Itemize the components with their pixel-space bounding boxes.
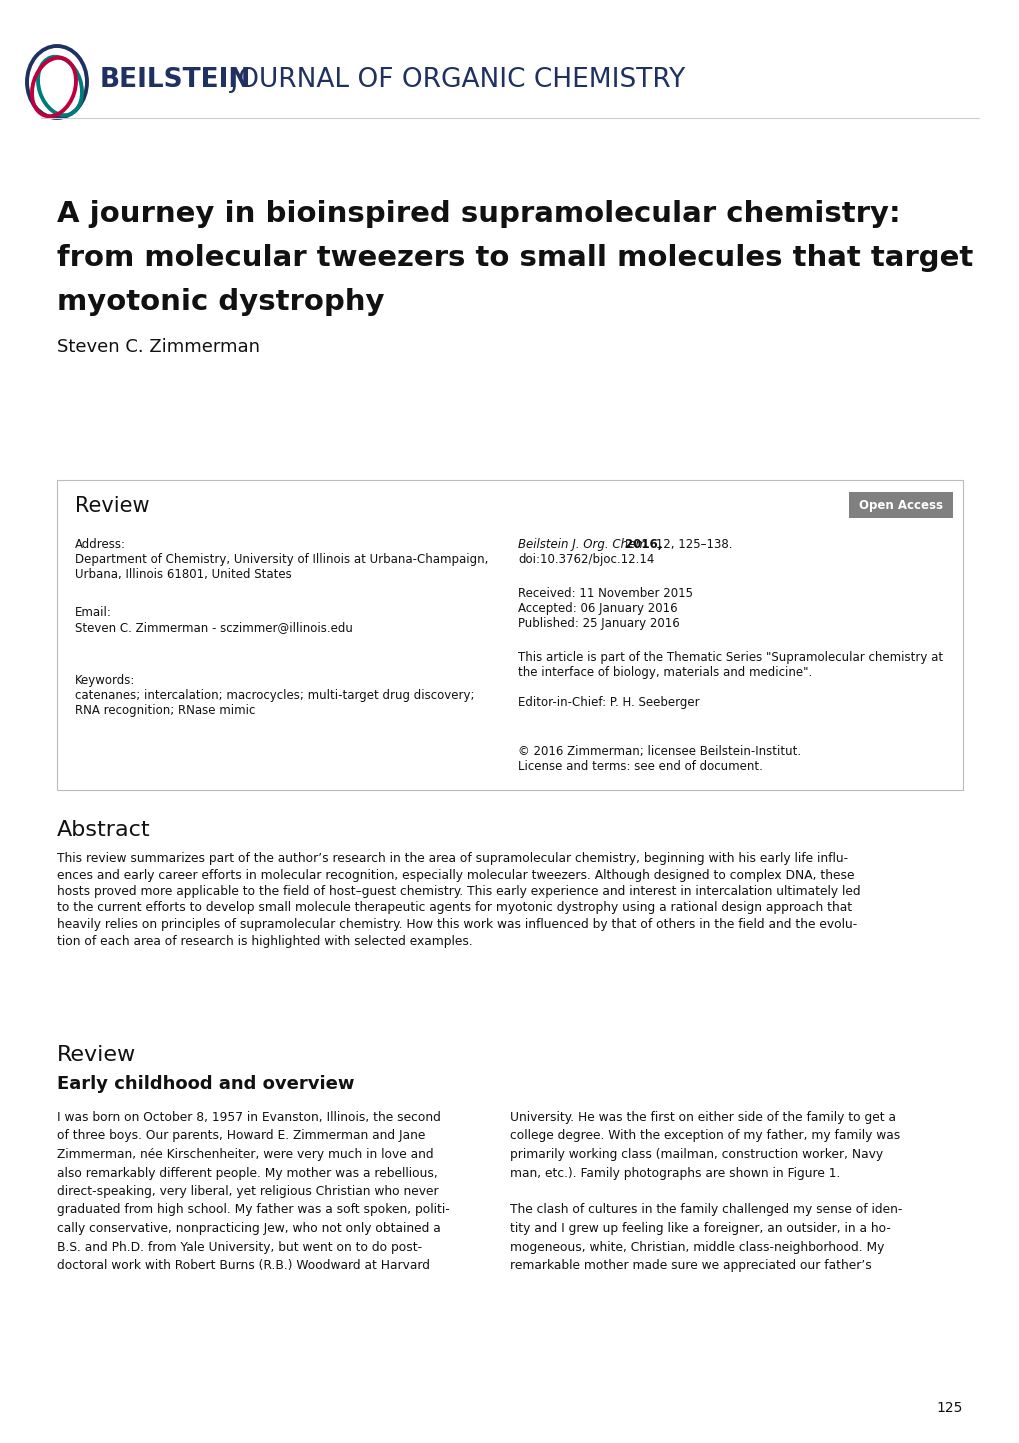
Text: RNA recognition; RNase mimic: RNA recognition; RNase mimic [75, 704, 255, 717]
Text: mogeneous, white, Christian, middle class-neighborhood. My: mogeneous, white, Christian, middle clas… [510, 1241, 883, 1254]
Text: 12, 125–138.: 12, 125–138. [651, 538, 732, 551]
Text: Editor-in-Chief: P. H. Seeberger: Editor-in-Chief: P. H. Seeberger [518, 696, 699, 709]
Text: Steven C. Zimmerman: Steven C. Zimmerman [57, 338, 260, 356]
Text: 125: 125 [935, 1401, 962, 1416]
Text: Review: Review [75, 496, 150, 517]
Text: © 2016 Zimmerman; licensee Beilstein-Institut.: © 2016 Zimmerman; licensee Beilstein-Ins… [518, 745, 800, 758]
Text: of three boys. Our parents, Howard E. Zimmerman and Jane: of three boys. Our parents, Howard E. Zi… [57, 1130, 425, 1143]
Text: Review: Review [57, 1045, 137, 1065]
FancyBboxPatch shape [848, 492, 952, 518]
Text: Beilstein J. Org. Chem.: Beilstein J. Org. Chem. [518, 538, 650, 551]
Text: the interface of biology, materials and medicine".: the interface of biology, materials and … [518, 667, 811, 680]
Text: Keywords:: Keywords: [75, 674, 136, 687]
Text: heavily relies on principles of supramolecular chemistry. How this work was infl: heavily relies on principles of supramol… [57, 918, 856, 931]
Text: tion of each area of research is highlighted with selected examples.: tion of each area of research is highlig… [57, 935, 472, 948]
Text: Published: 25 January 2016: Published: 25 January 2016 [518, 618, 679, 631]
Text: Email:: Email: [75, 606, 112, 619]
Text: A journey in bioinspired supramolecular chemistry:: A journey in bioinspired supramolecular … [57, 201, 900, 228]
Text: University. He was the first on either side of the family to get a: University. He was the first on either s… [510, 1111, 895, 1124]
Text: BEILSTEIN: BEILSTEIN [100, 66, 251, 92]
Text: Department of Chemistry, University of Illinois at Urbana-Champaign,: Department of Chemistry, University of I… [75, 553, 488, 566]
Text: Address:: Address: [75, 538, 126, 551]
Text: JOURNAL OF ORGANIC CHEMISTRY: JOURNAL OF ORGANIC CHEMISTRY [222, 66, 685, 92]
Text: Urbana, Illinois 61801, United States: Urbana, Illinois 61801, United States [75, 569, 291, 582]
Text: B.S. and Ph.D. from Yale University, but went on to do post-: B.S. and Ph.D. from Yale University, but… [57, 1241, 422, 1254]
Text: graduated from high school. My father was a soft spoken, politi-: graduated from high school. My father wa… [57, 1203, 449, 1216]
Text: Open Access: Open Access [858, 498, 943, 511]
Text: I was born on October 8, 1957 in Evanston, Illinois, the second: I was born on October 8, 1957 in Evansto… [57, 1111, 440, 1124]
Text: Received: 11 November 2015: Received: 11 November 2015 [518, 587, 692, 600]
Text: Accepted: 06 January 2016: Accepted: 06 January 2016 [518, 602, 677, 615]
Text: 2016,: 2016, [621, 538, 661, 551]
Text: Early childhood and overview: Early childhood and overview [57, 1075, 355, 1092]
Text: direct-speaking, very liberal, yet religious Christian who never: direct-speaking, very liberal, yet relig… [57, 1185, 438, 1198]
Text: The clash of cultures in the family challenged my sense of iden-: The clash of cultures in the family chal… [510, 1203, 902, 1216]
Text: This review summarizes part of the author’s research in the area of supramolecul: This review summarizes part of the autho… [57, 851, 847, 864]
Text: to the current efforts to develop small molecule therapeutic agents for myotonic: to the current efforts to develop small … [57, 902, 851, 915]
Text: Steven C. Zimmerman - sczimmer@illinois.edu: Steven C. Zimmerman - sczimmer@illinois.… [75, 620, 353, 633]
Text: college degree. With the exception of my father, my family was: college degree. With the exception of my… [510, 1130, 900, 1143]
Text: tity and I grew up feeling like a foreigner, an outsider, in a ho-: tity and I grew up feeling like a foreig… [510, 1222, 890, 1235]
Text: man, etc.). Family photographs are shown in Figure 1.: man, etc.). Family photographs are shown… [510, 1166, 840, 1179]
Text: myotonic dystrophy: myotonic dystrophy [57, 289, 384, 316]
Text: Zimmerman, née Kirschenheiter, were very much in love and: Zimmerman, née Kirschenheiter, were very… [57, 1149, 433, 1162]
Text: Abstract: Abstract [57, 820, 151, 840]
Text: remarkable mother made sure we appreciated our father’s: remarkable mother made sure we appreciat… [510, 1258, 871, 1271]
Text: cally conservative, nonpracticing Jew, who not only obtained a: cally conservative, nonpracticing Jew, w… [57, 1222, 440, 1235]
Text: ences and early career efforts in molecular recognition, especially molecular tw: ences and early career efforts in molecu… [57, 869, 854, 882]
Text: doi:10.3762/bjoc.12.14: doi:10.3762/bjoc.12.14 [518, 553, 654, 566]
Text: hosts proved more applicable to the field of host–guest chemistry. This early ex: hosts proved more applicable to the fiel… [57, 885, 860, 898]
FancyBboxPatch shape [57, 481, 962, 789]
Text: This article is part of the Thematic Series "Supramolecular chemistry at: This article is part of the Thematic Ser… [518, 651, 943, 664]
Text: License and terms: see end of document.: License and terms: see end of document. [518, 760, 762, 773]
Text: also remarkably different people. My mother was a rebellious,: also remarkably different people. My mot… [57, 1166, 437, 1179]
Text: from molecular tweezers to small molecules that target: from molecular tweezers to small molecul… [57, 244, 972, 271]
Text: doctoral work with Robert Burns (R.B.) Woodward at Harvard: doctoral work with Robert Burns (R.B.) W… [57, 1258, 430, 1271]
Text: catenanes; intercalation; macrocycles; multi-target drug discovery;: catenanes; intercalation; macrocycles; m… [75, 688, 474, 701]
Text: primarily working class (mailman, construction worker, Navy: primarily working class (mailman, constr… [510, 1149, 882, 1162]
